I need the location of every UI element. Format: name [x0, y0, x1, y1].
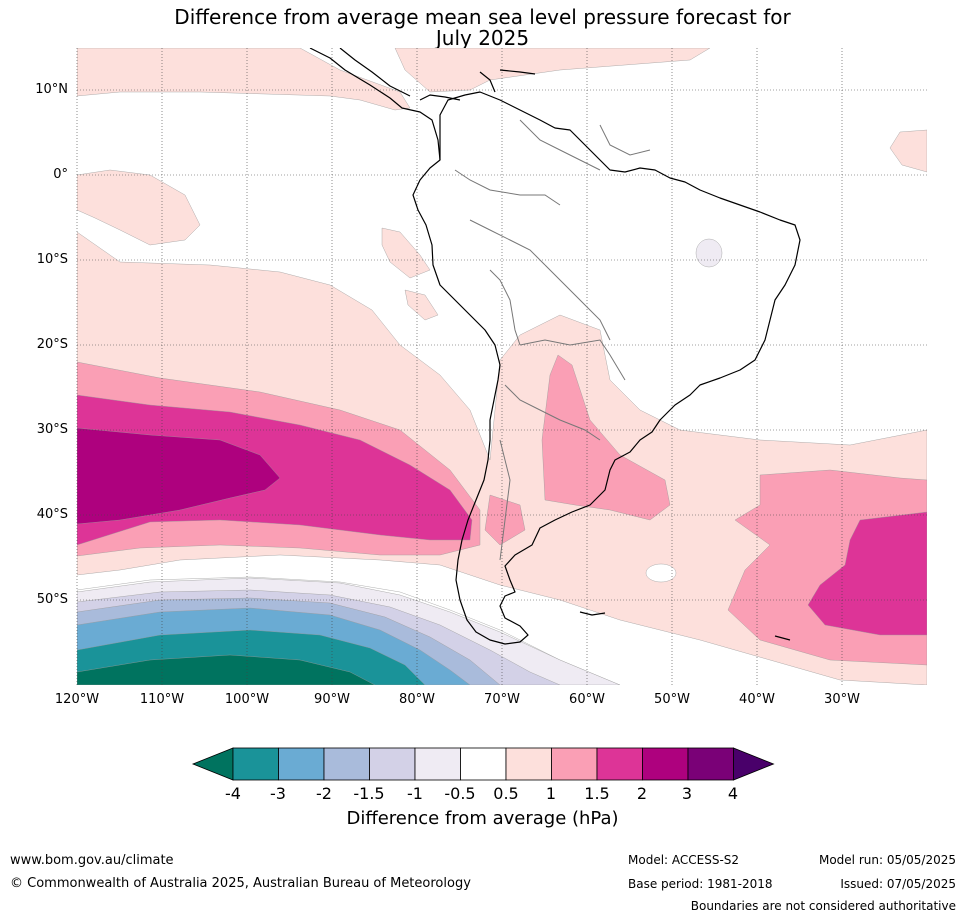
colorbar-tick-label: -2	[299, 784, 349, 803]
lat-label-30s: 30°S	[10, 422, 68, 437]
lat-label-40s: 40°S	[10, 507, 68, 522]
anomaly-area-northeast	[395, 48, 710, 92]
lon-label-50w: 50°W	[642, 692, 702, 707]
colorbar-swatch	[461, 748, 507, 780]
footer-issued: Issued: 07/05/2025	[840, 877, 956, 891]
colorbar-swatch	[597, 748, 643, 780]
lon-label-100w: 100°W	[217, 692, 277, 707]
colorbar-tick-label: 2	[617, 784, 667, 803]
colorbar-tick-label: 1.5	[572, 784, 622, 803]
colorbar-swatch	[370, 748, 416, 780]
anomaly-area-coastal-patch	[382, 228, 430, 278]
lat-label-20s: 20°S	[10, 337, 68, 352]
colorbar-tick-label: 4	[708, 784, 758, 803]
lat-label-10s: 10°S	[10, 252, 68, 267]
pressure-anomaly-map	[0, 0, 965, 919]
lat-label-0: 0°	[10, 167, 68, 182]
lat-label-10n: 10°N	[10, 82, 68, 97]
colorbar-tick-label: -0.5	[435, 784, 485, 803]
footer-copyright: © Commonwealth of Australia 2025, Austra…	[10, 876, 471, 891]
colorbar-tick-label: -4	[208, 784, 258, 803]
footer-model: Model: ACCESS-S2	[628, 853, 739, 867]
anomaly-area-east-equator	[890, 130, 927, 172]
lon-label-90w: 90°W	[302, 692, 362, 707]
colorbar-swatch	[233, 748, 279, 780]
footer-model-run: Model run: 05/05/2025	[819, 853, 956, 867]
colorbar-swatch	[279, 748, 325, 780]
footer-base-period: Base period: 1981-2018	[628, 877, 773, 891]
anomaly-area-brazil-patch	[696, 239, 722, 267]
lon-label-110w: 110°W	[132, 692, 192, 707]
colorbar-swatch	[688, 748, 734, 780]
colorbar	[193, 748, 774, 780]
lon-label-30w: 30°W	[812, 692, 872, 707]
colorbar-tick-label: 3	[662, 784, 712, 803]
colorbar-title: Difference from average (hPa)	[0, 808, 965, 829]
colorbar-tick-label: -1.5	[344, 784, 394, 803]
lon-label-80w: 80°W	[387, 692, 447, 707]
colorbar-under-arrow	[193, 748, 233, 780]
colorbar-swatch	[324, 748, 370, 780]
lon-label-40w: 40°W	[727, 692, 787, 707]
lon-label-70w: 70°W	[472, 692, 532, 707]
colorbar-swatch	[506, 748, 552, 780]
lat-label-50s: 50°S	[10, 592, 68, 607]
anomaly-area-coastal-patch2	[405, 290, 438, 320]
colorbar-tick-label: -3	[253, 784, 303, 803]
colorbar-swatch	[415, 748, 461, 780]
colorbar-tick-label: 1	[526, 784, 576, 803]
lon-label-60w: 60°W	[557, 692, 617, 707]
anomaly-area-equator-west	[77, 170, 200, 245]
colorbar-over-arrow	[734, 748, 774, 780]
anomaly-area-white-hole	[646, 564, 676, 582]
lon-label-120w: 120°W	[47, 692, 107, 707]
colorbar-tick-label: 0.5	[481, 784, 531, 803]
colorbar-swatch	[552, 748, 598, 780]
footer-website: www.bom.gov.au/climate	[10, 853, 174, 868]
colorbar-swatch	[643, 748, 689, 780]
footer-disclaimer: Boundaries are not considered authoritat…	[691, 899, 956, 913]
colorbar-tick-label: -1	[390, 784, 440, 803]
